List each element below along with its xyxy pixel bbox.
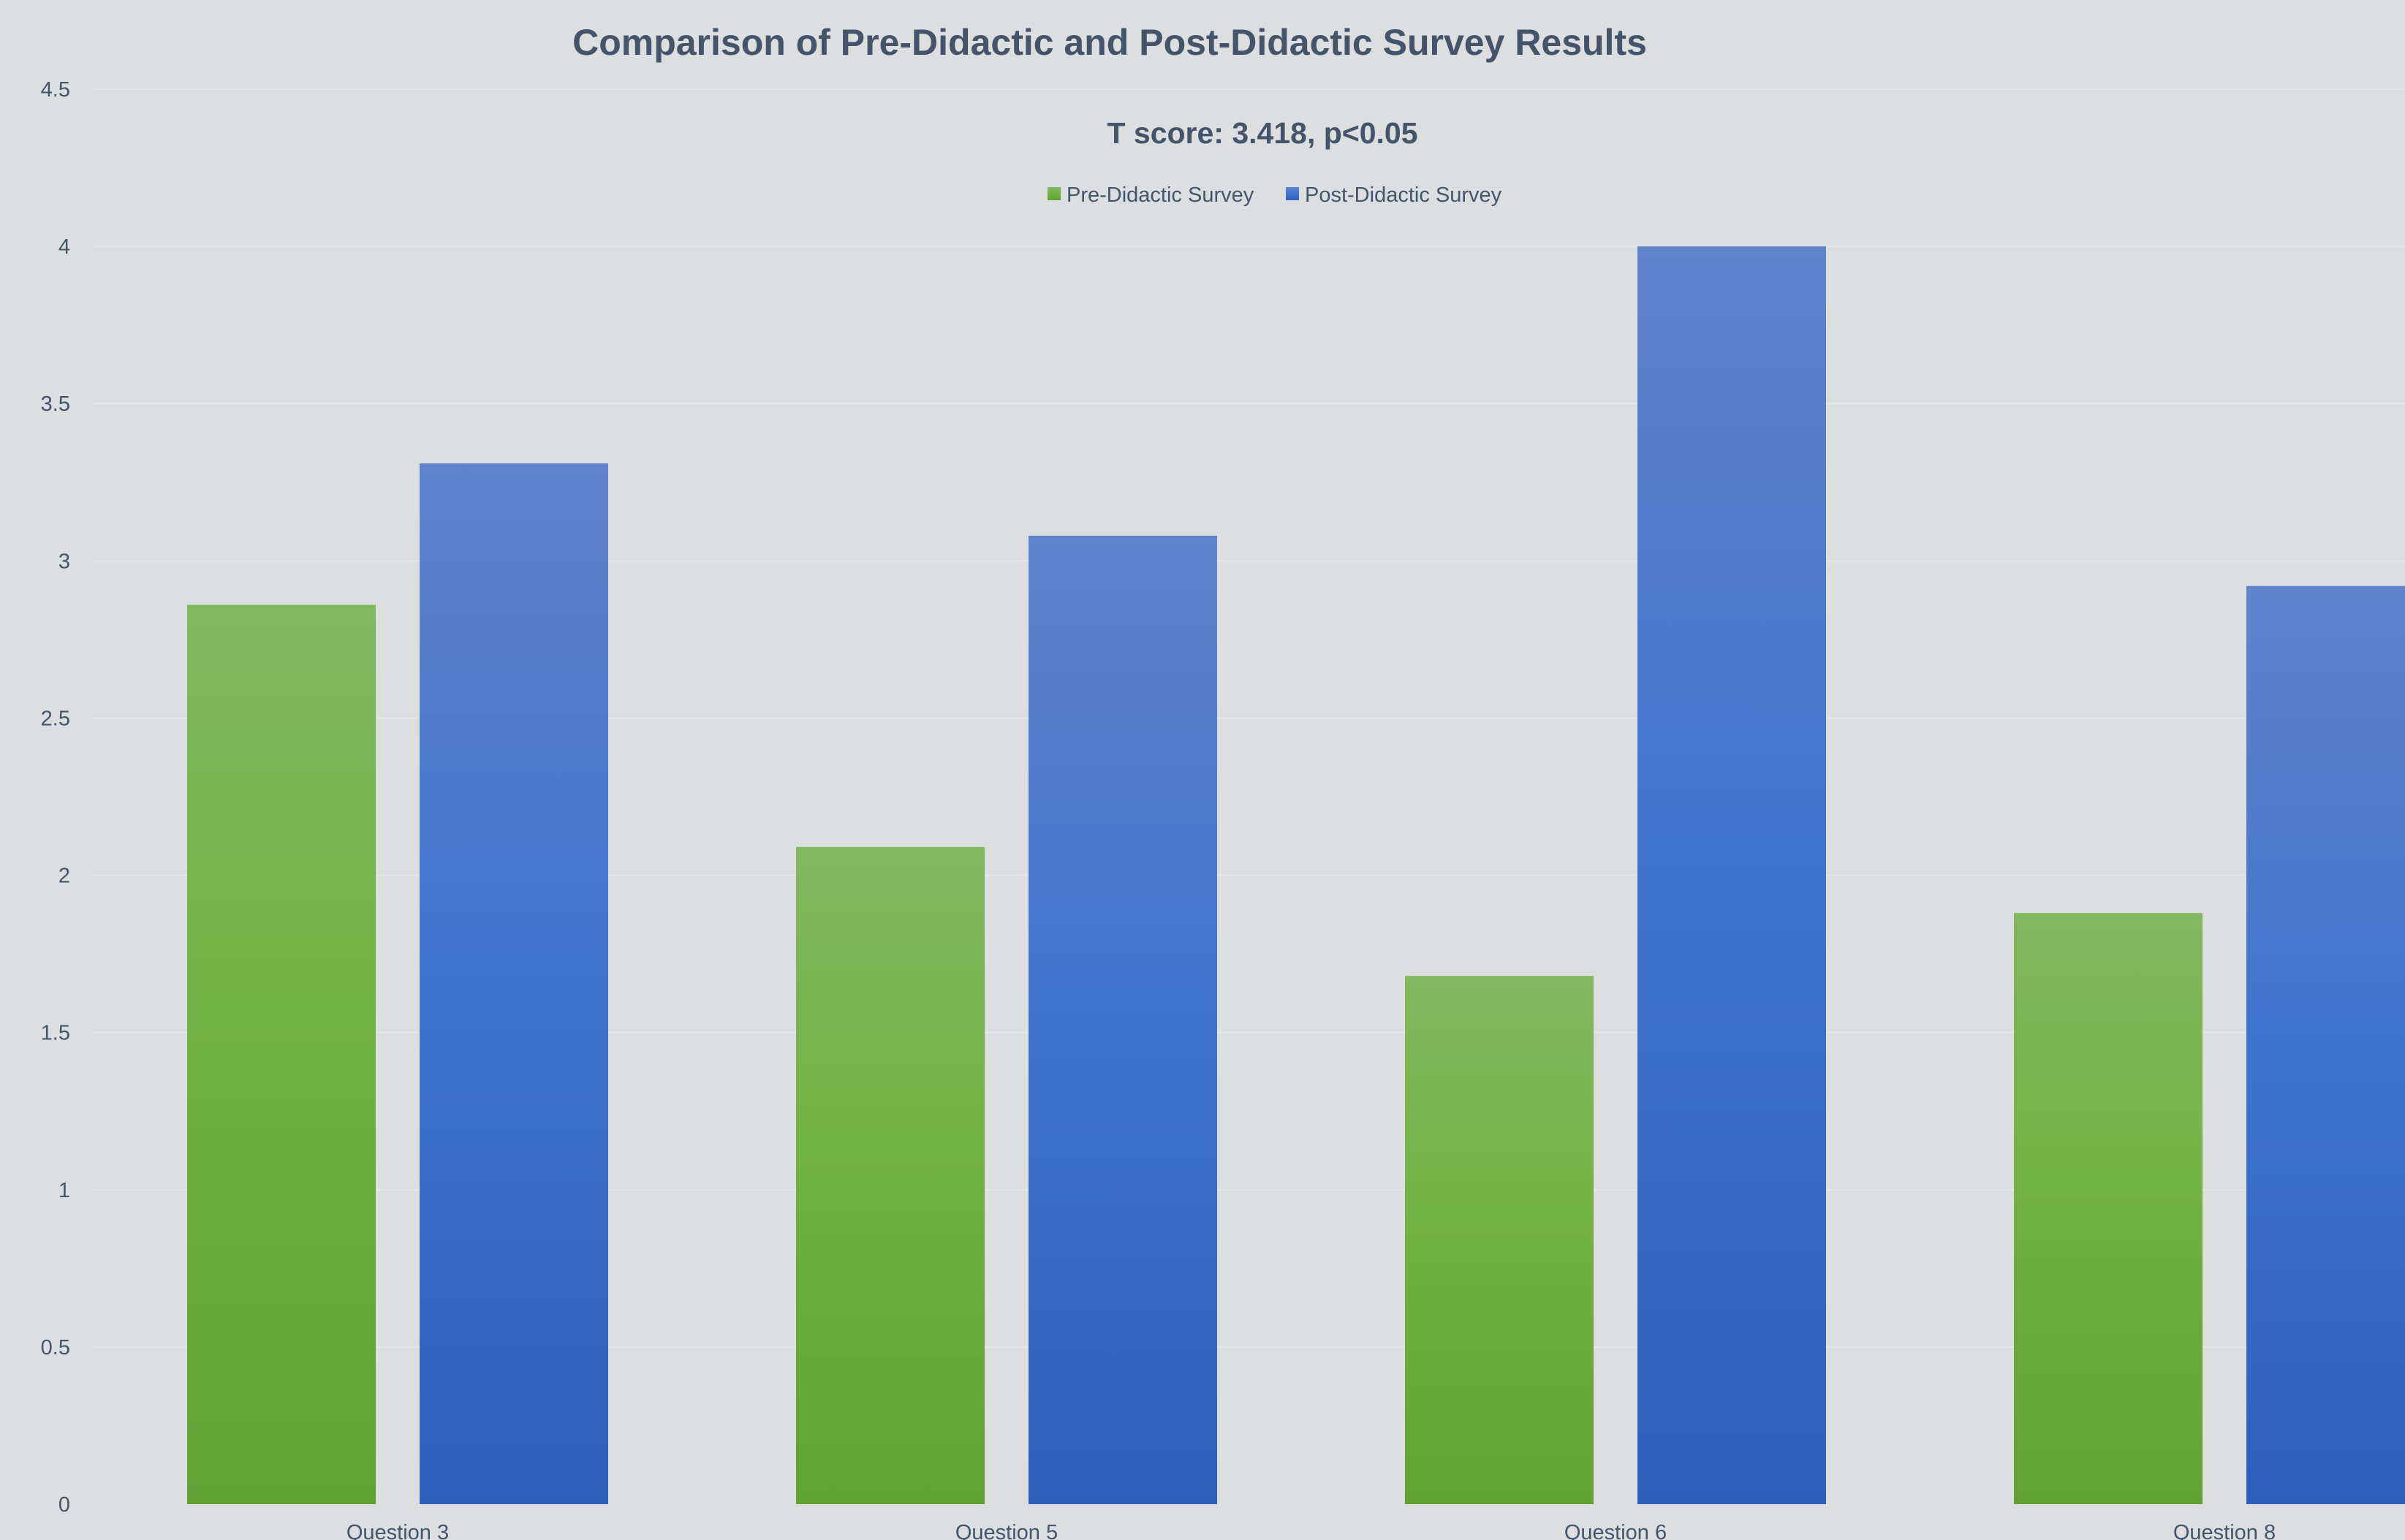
- legend-swatch-pre: [1048, 187, 1061, 200]
- y-tick-label: 1: [58, 1179, 70, 1202]
- bars: [187, 246, 2405, 1505]
- x-category-label: Question 5: [955, 1521, 1058, 1540]
- bar-pre-question-8: [2014, 913, 2203, 1504]
- x-category-label: Question 6: [1564, 1521, 1667, 1540]
- y-tick-label: 4: [58, 235, 70, 259]
- bar-post-question-5: [1029, 535, 1217, 1504]
- bar-post-question-6: [1637, 246, 1826, 1505]
- chart-subtitle: T score: 3.418, p<0.05: [1107, 116, 1417, 150]
- bar-post-question-8: [2246, 585, 2405, 1504]
- y-axis-ticks: 0 0.5 1 1.5 2 2.5 3 3.5 4 4.5: [41, 78, 70, 1517]
- legend: Pre-Didactic Survey Post-Didactic Survey: [1048, 183, 1502, 207]
- x-category-label: Question 3: [346, 1521, 449, 1540]
- legend-swatch-post: [1286, 187, 1299, 200]
- legend-label-post: Post-Didactic Survey: [1305, 183, 1502, 207]
- x-category-label: Question 8: [2173, 1521, 2276, 1540]
- bar-post-question-3: [420, 463, 608, 1505]
- y-tick-label: 3: [58, 550, 70, 573]
- legend-label-pre: Pre-Didactic Survey: [1067, 183, 1254, 207]
- y-tick-label: 2: [58, 865, 70, 888]
- y-tick-label: 3.5: [41, 392, 70, 416]
- bar-pre-question-3: [187, 604, 376, 1504]
- chart-title: Comparison of Pre-Didactic and Post-Dida…: [572, 22, 1647, 63]
- y-tick-label: 1.5: [41, 1022, 70, 1045]
- x-axis-categories: Question 3 Question 5 Question 6 Question 8: [346, 1521, 2276, 1540]
- y-tick-label: 4.5: [41, 78, 70, 102]
- y-tick-label: 2.5: [41, 707, 70, 730]
- y-tick-label: 0.5: [41, 1336, 70, 1359]
- bar-pre-question-6: [1405, 976, 1594, 1504]
- bar-pre-question-5: [796, 846, 985, 1504]
- y-tick-label: 0: [58, 1493, 70, 1517]
